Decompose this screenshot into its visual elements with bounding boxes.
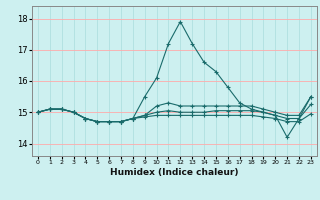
X-axis label: Humidex (Indice chaleur): Humidex (Indice chaleur)	[110, 168, 239, 177]
